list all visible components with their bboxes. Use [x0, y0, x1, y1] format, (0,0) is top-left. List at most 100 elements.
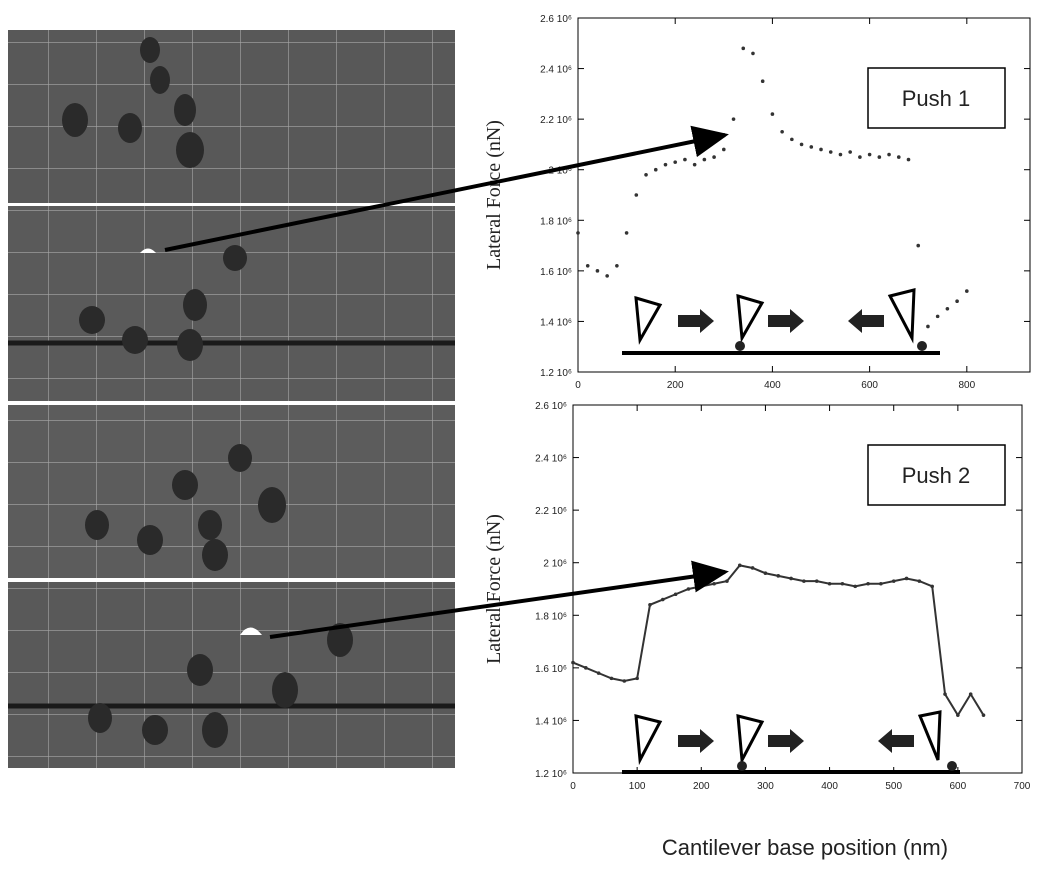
data-point — [576, 231, 580, 235]
data-point — [605, 274, 609, 278]
y-tick-label: 1.4 10⁶ — [535, 716, 567, 727]
afm-images — [8, 30, 455, 768]
data-point — [624, 231, 629, 235]
data-point — [702, 157, 707, 162]
x-tick-label: 700 — [1014, 781, 1031, 792]
data-point — [848, 150, 852, 154]
data-point — [648, 602, 652, 607]
annotation-box — [867, 444, 1006, 506]
data-point — [661, 597, 665, 602]
data-point — [615, 264, 619, 268]
data-point — [790, 137, 794, 142]
data-point — [838, 152, 843, 157]
data-point — [930, 584, 934, 589]
data-point — [814, 579, 819, 583]
x-axis-label: Cantilever base position (nm) — [662, 835, 948, 860]
data-point — [866, 581, 870, 586]
x-tick-label: 600 — [950, 781, 967, 792]
data-point — [585, 264, 590, 268]
data-point — [853, 584, 858, 589]
arrow — [164, 125, 729, 252]
y-tick-label: 1.2 10⁶ — [535, 769, 567, 780]
data-point — [799, 142, 804, 147]
data-point — [686, 587, 691, 591]
data-point — [877, 155, 882, 159]
data-point — [722, 147, 726, 152]
data-point — [596, 671, 601, 675]
x-tick-label: 200 — [667, 380, 684, 391]
data-point — [802, 579, 806, 583]
data-point — [571, 660, 575, 665]
data-point — [887, 152, 891, 157]
data-point — [809, 145, 814, 149]
data-point — [917, 579, 922, 583]
y-tick-label: 2.4 10⁶ — [540, 65, 572, 76]
y-tick-label: 2.2 10⁶ — [535, 506, 567, 517]
data-point — [904, 576, 909, 581]
data-point — [634, 193, 639, 197]
data-point — [926, 324, 930, 329]
x-tick-label: 600 — [861, 380, 878, 391]
y-tick-label: 2 10⁶ — [548, 166, 572, 177]
data-point — [827, 581, 832, 586]
data-point — [840, 581, 845, 586]
data-point — [879, 581, 883, 586]
y-tick-label: 2.2 10⁶ — [540, 115, 572, 126]
x-tick-label: 800 — [958, 380, 975, 391]
schematic-arrows — [678, 309, 957, 771]
y-tick-label: 2.6 10⁶ — [540, 14, 572, 25]
arrow — [269, 560, 729, 639]
data-point — [673, 160, 678, 164]
y-tick-label: 1.8 10⁶ — [540, 216, 572, 227]
y-tick-label: 1.4 10⁶ — [540, 317, 572, 328]
y-axis-label: Lateral Force (nN) — [483, 120, 505, 270]
data-point — [635, 676, 639, 681]
annotation: Push 2 — [902, 463, 971, 488]
data-point — [955, 299, 959, 304]
data-point — [663, 162, 668, 167]
x-tick-label: 0 — [575, 380, 581, 391]
annotation-box — [867, 67, 1006, 129]
data-point — [737, 563, 742, 568]
x-tick-label: 400 — [821, 781, 838, 792]
data-point — [819, 147, 823, 152]
x-tick-label: 300 — [757, 781, 774, 792]
y-tick-label: 1.6 10⁶ — [535, 664, 567, 675]
data-point — [968, 692, 973, 696]
data-point — [692, 162, 697, 167]
data-point — [731, 117, 736, 121]
data-point — [609, 676, 614, 681]
data-point — [653, 167, 658, 172]
data-point — [935, 314, 940, 319]
data-point — [916, 243, 921, 248]
data-point — [867, 152, 872, 157]
y-tick-label: 2 10⁶ — [543, 559, 567, 570]
data-point — [858, 155, 862, 159]
x-tick-label: 100 — [629, 781, 646, 792]
data-point — [828, 150, 833, 154]
data-point — [776, 574, 781, 578]
data-point — [945, 306, 950, 311]
data-point — [750, 566, 755, 570]
data-point — [644, 172, 648, 177]
series-line — [572, 564, 985, 718]
data-point — [622, 679, 627, 683]
data-point — [683, 157, 687, 162]
data-point — [943, 692, 947, 696]
x-tick-label: 400 — [764, 380, 781, 391]
plot-frame — [577, 17, 1031, 373]
data-point — [673, 592, 678, 597]
data-point — [712, 155, 716, 159]
y-tick-label: 1.2 10⁶ — [540, 368, 572, 379]
data-point — [751, 51, 755, 56]
data-point — [699, 584, 704, 589]
data-point — [741, 46, 746, 51]
annotation: Push 1 — [902, 86, 971, 111]
y-tick-label: 1.6 10⁶ — [540, 267, 572, 278]
data-point — [760, 79, 765, 84]
y-tick-label: 2.6 10⁶ — [535, 401, 567, 412]
data-point — [981, 713, 986, 717]
data-point — [956, 713, 960, 717]
data-point — [770, 112, 775, 116]
